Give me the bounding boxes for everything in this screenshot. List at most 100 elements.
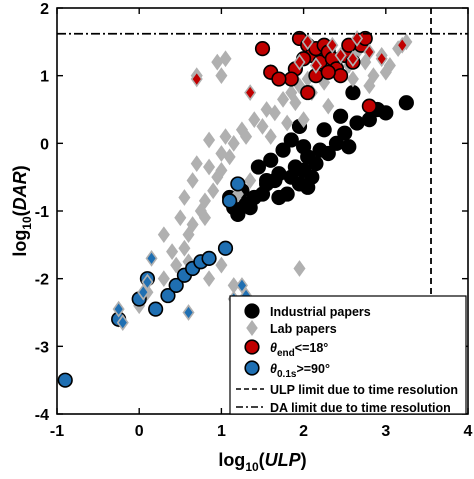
data-point-series-0 <box>332 108 349 124</box>
points-layer <box>57 30 414 388</box>
data-point-series-3 <box>201 250 217 266</box>
data-point-series-4 <box>190 70 203 88</box>
data-point-series-1 <box>285 84 298 101</box>
data-point-series-3 <box>148 301 164 317</box>
data-point-series-1 <box>182 226 195 244</box>
y-tick-label: 0 <box>40 136 49 153</box>
data-point-series-1 <box>215 162 228 179</box>
data-point-series-5 <box>235 277 248 294</box>
data-point-series-1 <box>227 134 240 152</box>
data-point-series-1 <box>157 270 170 288</box>
data-point-series-0 <box>308 156 324 172</box>
x-tick-label: 3 <box>381 423 390 440</box>
data-point-series-2 <box>254 40 271 57</box>
data-point-series-4 <box>351 30 364 47</box>
data-point-series-3 <box>217 240 234 256</box>
data-point-series-1 <box>178 189 191 206</box>
data-point-series-2 <box>320 64 336 80</box>
data-point-series-1 <box>198 192 211 210</box>
data-point-series-2 <box>341 37 357 53</box>
data-point-series-1 <box>198 209 211 227</box>
data-point-series-1 <box>268 104 281 122</box>
data-point-series-1 <box>166 243 179 260</box>
data-point-series-4 <box>293 53 306 71</box>
legend-label: ULP limit due to time resolution <box>270 383 458 397</box>
data-point-series-1 <box>178 239 191 257</box>
data-point-series-1 <box>219 50 232 68</box>
data-point-series-5 <box>137 283 150 301</box>
data-point-series-1 <box>240 128 253 145</box>
data-point-series-0 <box>378 105 394 121</box>
data-point-series-1 <box>260 101 273 118</box>
data-point-series-3 <box>57 372 73 388</box>
data-point-series-0 <box>279 186 295 202</box>
data-point-series-3 <box>222 193 238 209</box>
data-point-series-0 <box>398 95 414 111</box>
data-point-series-2 <box>271 71 287 87</box>
data-point-series-1 <box>256 118 269 135</box>
data-point-series-4 <box>375 50 388 68</box>
data-point-series-1 <box>186 216 199 233</box>
data-point-series-0 <box>230 206 246 222</box>
legend-label: Industrial papers <box>270 305 371 319</box>
legend-label: Lab papers <box>270 322 337 336</box>
data-point-series-0 <box>300 179 316 195</box>
data-point-series-3 <box>160 287 176 304</box>
data-point-series-4 <box>396 36 409 54</box>
reference-lines <box>57 8 468 414</box>
data-point-series-4 <box>326 36 339 54</box>
y-tick-label: 1 <box>40 69 49 86</box>
data-point-series-4 <box>334 46 347 64</box>
y-tick-label: 2 <box>40 1 49 18</box>
data-point-series-1 <box>219 128 232 145</box>
data-point-series-5 <box>141 273 154 291</box>
data-point-series-1 <box>215 67 228 85</box>
data-point-series-4 <box>301 33 314 51</box>
data-point-series-0 <box>337 125 353 141</box>
data-point-series-1 <box>248 111 261 129</box>
data-point-series-1 <box>174 209 187 227</box>
data-point-series-1 <box>322 97 335 115</box>
legend: Industrial papers Lab papers θend<=18° θ0.1… <box>229 295 467 415</box>
legend-box <box>229 295 467 415</box>
y-tick-label: -1 <box>35 204 49 221</box>
data-point-series-1 <box>367 67 380 85</box>
data-point-series-0 <box>341 139 357 155</box>
data-point-series-0 <box>349 115 365 131</box>
data-point-series-0 <box>345 84 361 101</box>
data-point-series-2 <box>300 84 316 101</box>
data-point-series-0 <box>296 139 312 155</box>
x-tick-label: 4 <box>464 423 473 440</box>
data-point-series-1 <box>203 270 216 288</box>
data-point-series-0 <box>242 200 258 216</box>
data-point-series-0 <box>275 142 291 158</box>
data-point-series-3 <box>168 277 184 294</box>
data-point-series-1 <box>203 158 216 176</box>
y-axis-title: log10(DAR) <box>10 165 34 256</box>
legend-label: DA limit due to time resolution <box>270 401 451 415</box>
legend-marker <box>246 319 258 337</box>
data-point-series-4 <box>244 84 257 101</box>
data-point-series-1 <box>170 256 183 274</box>
legend-label: θend<=18° <box>270 341 328 359</box>
x-tick-label: 0 <box>135 423 144 440</box>
data-point-series-3 <box>230 176 246 192</box>
y-tick-label: -3 <box>35 339 49 356</box>
data-point-series-1 <box>277 90 290 108</box>
data-point-series-0 <box>271 166 287 182</box>
data-point-series-0 <box>283 132 299 148</box>
data-point-series-1 <box>215 256 228 274</box>
data-point-series-1 <box>297 111 310 129</box>
data-point-series-1 <box>190 155 203 173</box>
data-point-series-1 <box>244 172 257 189</box>
legend-marker <box>244 303 260 319</box>
data-point-series-1 <box>157 226 170 244</box>
data-point-series-1 <box>359 53 372 71</box>
data-point-series-1 <box>186 172 199 189</box>
data-point-series-5 <box>116 314 129 332</box>
data-point-series-2 <box>361 98 377 114</box>
data-point-series-1 <box>379 63 392 81</box>
x-tick-label: -1 <box>50 423 64 440</box>
data-point-series-1 <box>223 148 236 166</box>
